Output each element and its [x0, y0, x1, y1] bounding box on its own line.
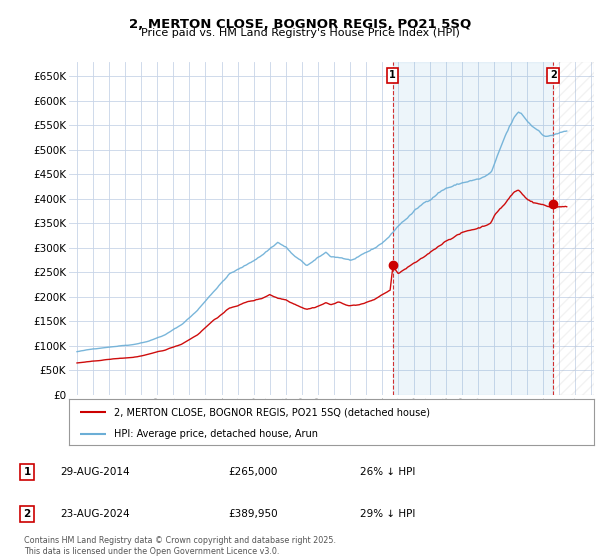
Text: 26% ↓ HPI: 26% ↓ HPI — [360, 467, 415, 477]
Text: 23-AUG-2024: 23-AUG-2024 — [60, 509, 130, 519]
Text: 29-AUG-2014: 29-AUG-2014 — [60, 467, 130, 477]
Bar — [392, 62, 553, 395]
Text: HPI: Average price, detached house, Arun: HPI: Average price, detached house, Arun — [113, 429, 317, 438]
Text: 1: 1 — [23, 467, 31, 477]
Text: 2, MERTON CLOSE, BOGNOR REGIS, PO21 5SQ (detached house): 2, MERTON CLOSE, BOGNOR REGIS, PO21 5SQ … — [113, 407, 430, 417]
Text: 29% ↓ HPI: 29% ↓ HPI — [360, 509, 415, 519]
Bar — [553, 62, 594, 395]
Text: 1: 1 — [389, 71, 396, 80]
Text: £265,000: £265,000 — [228, 467, 277, 477]
Text: Price paid vs. HM Land Registry's House Price Index (HPI): Price paid vs. HM Land Registry's House … — [140, 28, 460, 38]
Text: £389,950: £389,950 — [228, 509, 278, 519]
Text: Contains HM Land Registry data © Crown copyright and database right 2025.
This d: Contains HM Land Registry data © Crown c… — [24, 536, 336, 556]
Text: 2: 2 — [550, 71, 557, 80]
Text: 2: 2 — [23, 509, 31, 519]
Text: 2, MERTON CLOSE, BOGNOR REGIS, PO21 5SQ: 2, MERTON CLOSE, BOGNOR REGIS, PO21 5SQ — [129, 18, 471, 31]
